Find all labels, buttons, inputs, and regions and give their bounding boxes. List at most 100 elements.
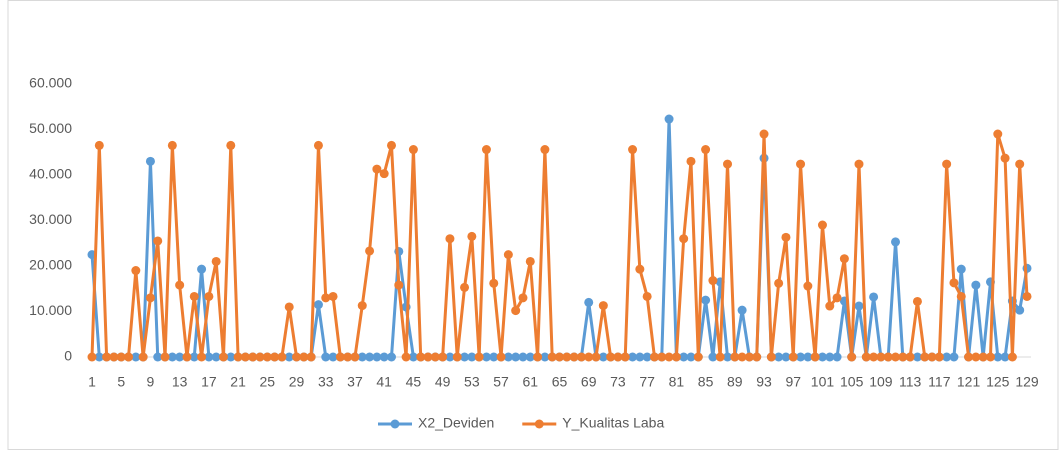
marker xyxy=(518,352,528,362)
marker xyxy=(328,291,338,301)
marker xyxy=(832,293,842,303)
marker xyxy=(993,129,1003,139)
marker xyxy=(284,302,294,312)
marker xyxy=(723,352,733,362)
marker xyxy=(752,352,762,362)
marker xyxy=(788,352,798,362)
marker xyxy=(518,293,528,303)
x-tick-label: 17 xyxy=(201,374,217,390)
marker xyxy=(299,352,309,362)
marker xyxy=(175,280,185,290)
marker xyxy=(131,266,141,276)
marker xyxy=(226,140,236,150)
marker xyxy=(803,352,813,362)
x-tick-label: 13 xyxy=(172,374,188,390)
legend-label: Y_Kualitas Laba xyxy=(562,415,664,431)
x-tick-label: 81 xyxy=(669,374,685,390)
marker xyxy=(525,352,535,362)
marker xyxy=(460,282,470,292)
marker xyxy=(365,246,375,256)
x-tick-label: 41 xyxy=(376,374,392,390)
marker xyxy=(671,352,681,362)
y-tick-label: 20.000 xyxy=(29,257,72,273)
x-tick-label: 37 xyxy=(347,374,363,390)
marker xyxy=(533,352,543,362)
marker xyxy=(460,352,470,362)
marker xyxy=(985,352,995,362)
marker xyxy=(679,352,689,362)
marker xyxy=(153,236,163,246)
x-tick-label: 45 xyxy=(406,374,422,390)
marker xyxy=(197,352,207,362)
x-tick-label: 1 xyxy=(88,374,96,390)
marker xyxy=(525,256,535,266)
marker xyxy=(438,352,448,362)
marker xyxy=(255,352,265,362)
marker xyxy=(386,352,396,362)
marker xyxy=(942,159,952,169)
marker xyxy=(905,352,915,362)
y-tick-label: 50.000 xyxy=(29,120,72,136)
legend-marker xyxy=(534,419,544,429)
x-tick-label: 25 xyxy=(260,374,276,390)
marker xyxy=(467,231,477,241)
marker xyxy=(386,140,396,150)
marker xyxy=(204,352,214,362)
marker xyxy=(876,352,886,362)
marker xyxy=(511,352,521,362)
x-tick-label: 29 xyxy=(289,374,305,390)
marker xyxy=(781,232,791,242)
marker xyxy=(715,352,725,362)
marker xyxy=(372,164,382,174)
x-tick-label: 77 xyxy=(639,374,655,390)
marker xyxy=(781,352,791,362)
x-tick-label: 109 xyxy=(869,374,893,390)
marker xyxy=(401,352,411,362)
marker xyxy=(686,352,696,362)
marker xyxy=(628,352,638,362)
marker xyxy=(306,352,316,362)
marker xyxy=(540,352,550,362)
marker xyxy=(1007,352,1017,362)
y-tick-label: 0 xyxy=(64,348,72,364)
marker xyxy=(584,352,594,362)
x-tick-label: 85 xyxy=(698,374,714,390)
marker xyxy=(474,352,484,362)
marker xyxy=(562,352,572,362)
marker xyxy=(920,352,930,362)
y-tick-label: 10.000 xyxy=(29,302,72,318)
marker xyxy=(854,159,864,169)
marker xyxy=(335,352,345,362)
chart-border xyxy=(7,0,1059,450)
marker xyxy=(934,352,944,362)
marker xyxy=(708,276,718,286)
x-tick-label: 57 xyxy=(493,374,509,390)
marker xyxy=(481,145,491,155)
x-tick-label: 53 xyxy=(464,374,480,390)
marker xyxy=(942,352,952,362)
marker xyxy=(321,352,331,362)
marker xyxy=(730,352,740,362)
marker xyxy=(766,352,776,362)
marker xyxy=(810,352,820,362)
marker xyxy=(182,352,192,362)
marker xyxy=(197,264,207,274)
marker xyxy=(175,352,185,362)
marker xyxy=(964,352,974,362)
marker xyxy=(116,352,126,362)
marker xyxy=(138,352,148,362)
marker xyxy=(949,352,959,362)
marker xyxy=(869,352,879,362)
marker xyxy=(321,293,331,303)
marker xyxy=(357,301,367,311)
marker xyxy=(723,159,733,169)
y-tick-label: 30.000 xyxy=(29,211,72,227)
x-tick-label: 121 xyxy=(957,374,981,390)
x-tick-label: 113 xyxy=(899,374,922,390)
marker xyxy=(576,352,586,362)
marker xyxy=(635,264,645,274)
marker xyxy=(708,352,718,362)
marker xyxy=(445,234,455,244)
marker xyxy=(628,145,638,155)
marker xyxy=(927,352,937,362)
